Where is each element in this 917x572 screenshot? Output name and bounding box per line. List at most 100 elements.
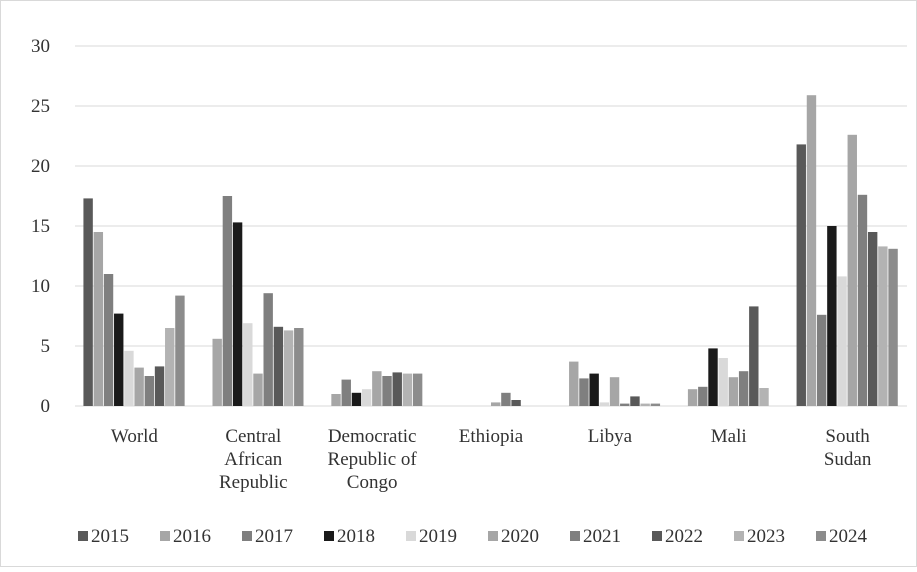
bar	[796, 144, 806, 406]
bar	[687, 389, 698, 406]
y-axis: 0 5 10 15 20 25 30	[31, 36, 50, 417]
legend-item: 2015	[78, 526, 129, 547]
bar	[501, 392, 511, 406]
bar	[630, 396, 640, 406]
bar	[212, 338, 222, 406]
legend-swatch	[652, 531, 662, 541]
bar	[283, 330, 294, 406]
bar	[698, 386, 708, 406]
bar	[827, 226, 837, 406]
bar	[114, 313, 124, 406]
x-tick-label: World	[111, 426, 159, 447]
bar	[837, 276, 847, 406]
bar	[847, 134, 857, 407]
bar	[816, 314, 827, 406]
legend-item: 2018	[324, 526, 375, 547]
bar	[263, 293, 273, 406]
legend-swatch	[242, 531, 252, 541]
legend-label: 2019	[419, 526, 457, 547]
legend-label: 2024	[829, 526, 868, 547]
legend-item: 2020	[488, 526, 539, 547]
bar	[878, 246, 888, 406]
legend-label: 2018	[337, 526, 375, 547]
bar	[351, 392, 362, 406]
legend-swatch	[160, 531, 170, 541]
bar	[331, 394, 341, 406]
legend-swatch	[816, 531, 826, 541]
bar	[609, 377, 620, 406]
x-tick-label: Democratic Republic of Congo	[328, 426, 418, 493]
legend-item: 2021	[570, 526, 621, 547]
bar	[806, 95, 817, 406]
bar	[728, 377, 739, 406]
bar	[144, 376, 155, 406]
x-tick-label: Libya	[588, 426, 633, 447]
y-tick-label: 0	[41, 396, 51, 417]
legend-label: 2017	[255, 526, 293, 547]
legend-swatch	[488, 531, 498, 541]
legend-item: 2024	[816, 526, 868, 547]
legend: 2015 2016 2017 2018 2019 2020 2021 2022 2023 2024	[78, 526, 868, 547]
legend-label: 2015	[91, 526, 129, 547]
legend-label: 2016	[173, 526, 211, 547]
bar	[867, 232, 878, 406]
legend-label: 2023	[747, 526, 785, 547]
bar	[650, 403, 661, 406]
bar	[154, 366, 165, 406]
bar	[718, 358, 728, 406]
bar	[888, 248, 898, 406]
legend-swatch	[570, 531, 580, 541]
legend-swatch	[78, 531, 88, 541]
bar	[165, 328, 175, 406]
bar	[620, 403, 630, 406]
legend-item: 2019	[406, 526, 457, 547]
y-tick-label: 20	[31, 156, 50, 177]
bar	[589, 373, 599, 406]
bar	[243, 323, 253, 406]
bar	[759, 388, 769, 406]
bars	[83, 95, 898, 407]
bar	[599, 402, 610, 406]
y-tick-label: 30	[31, 36, 50, 57]
bar	[392, 372, 402, 406]
y-tick-label: 15	[31, 216, 50, 237]
y-tick-label: 10	[31, 276, 50, 297]
bar	[579, 378, 589, 406]
x-tick-label: Mali	[711, 426, 747, 447]
bar	[273, 326, 284, 406]
bar	[402, 373, 413, 406]
x-axis: World Central African Republic Democratic Rep…	[111, 426, 872, 493]
bar	[738, 371, 749, 406]
bar	[511, 400, 521, 406]
x-tick-label: South Sudan	[824, 426, 872, 470]
bar	[83, 198, 93, 406]
legend-item: 2023	[734, 526, 785, 547]
x-tick-label: Ethiopia	[459, 426, 524, 447]
y-tick-label: 5	[41, 336, 51, 357]
legend-item: 2017	[242, 526, 293, 547]
bar	[749, 306, 759, 406]
legend-label: 2020	[501, 526, 539, 547]
y-tick-label: 25	[31, 96, 50, 117]
legend-item: 2022	[652, 526, 703, 547]
bar	[341, 379, 351, 406]
bar	[253, 373, 263, 406]
bar	[569, 361, 579, 406]
bar	[361, 389, 372, 406]
bar	[640, 403, 650, 406]
legend-label: 2021	[583, 526, 621, 547]
bar	[93, 232, 104, 406]
bar	[134, 367, 144, 406]
legend-item: 2016	[160, 526, 211, 547]
bar	[382, 376, 392, 406]
bar	[124, 350, 134, 406]
x-tick-label: Central African Republic	[219, 426, 288, 493]
bar	[103, 274, 114, 406]
bar	[222, 196, 233, 406]
bar	[708, 348, 718, 406]
bar	[491, 402, 501, 406]
bar	[412, 373, 423, 406]
